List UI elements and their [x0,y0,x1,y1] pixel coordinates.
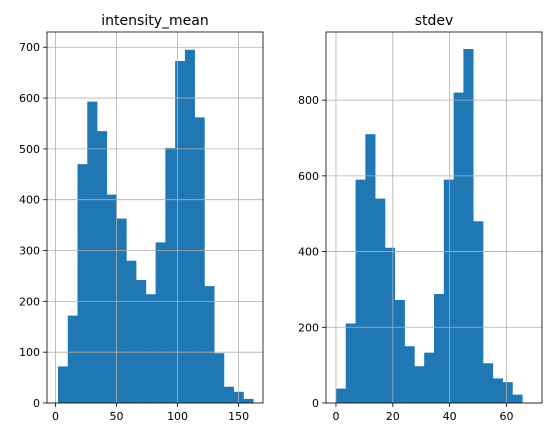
stdev-y-tick-label: 200 [298,321,319,334]
stdev-bar [502,382,513,403]
stdev-y-tick-label: 400 [298,246,319,259]
stdev-bar [404,346,415,403]
stdev-bar [375,198,386,403]
stdev-bar [434,293,445,403]
intensity-mean-bar [243,398,254,403]
stdev-x-tick-label: 20 [386,410,400,423]
stdev-x-tick-label: 40 [443,410,457,423]
intensity-mean-y-tick-label: 0 [33,397,40,410]
stdev-bar [424,352,435,403]
stdev-bar [453,92,464,404]
intensity-mean-bar [175,60,186,403]
intensity-mean-y-tick-label: 700 [19,41,40,54]
stdev-x-tick-label: 60 [499,410,513,423]
intensity-mean-x-tick-label: 50 [110,410,124,423]
intensity-mean-bar [155,242,166,403]
stdev-bar [365,134,376,403]
stdev-y-tick-label: 600 [298,170,319,183]
intensity-mean-histogram-panel: 0 50 100 150 0 100 200 300 400 500 600 700 intensity… [19,13,264,423]
intensity-mean-bar [87,101,98,403]
stdev-bar [345,323,356,403]
stdev-bar [384,247,396,403]
intensity-mean-bar [184,49,195,404]
intensity-mean-x-tick-label: 100 [167,410,188,423]
stdev-bar [492,378,503,403]
intensity-mean-bar [145,294,156,403]
stdev-y-tick-label: 0 [312,397,319,410]
intensity-mean-y-tick-label: 400 [19,194,40,207]
stdev-bar [394,300,405,403]
stdev-bar [355,179,366,403]
intensity-mean-axes-frame [46,31,264,404]
intensity-mean-bar [165,147,176,403]
intensity-mean-bar [126,260,137,403]
intensity-mean-x-tick-label: 0 [52,410,59,423]
intensity-mean-bar [67,315,78,403]
stdev-bar [443,179,454,403]
stdev-bar [473,221,484,403]
intensity-mean-bar [57,366,69,403]
intensity-mean-bar [194,117,205,403]
stdev-bar [414,366,425,403]
intensity-mean-y-tick-label: 500 [19,143,40,156]
intensity-mean-chart-title: intensity_mean [101,13,208,29]
stdev-bar [483,363,494,403]
intensity-mean-bar [223,386,235,403]
intensity-mean-y-tick-label: 100 [19,346,40,359]
stdev-chart-title: stdev [415,13,454,29]
intensity-mean-y-tick-label: 300 [19,245,40,258]
intensity-mean-bar [97,131,108,404]
intensity-mean-y-tick-label: 200 [19,295,40,308]
stdev-bar [463,49,474,404]
intensity-mean-bar [136,280,147,403]
intensity-mean-x-tick-label: 150 [228,410,249,423]
intensity-mean-bar [77,164,88,403]
intensity-mean-bar [116,218,127,403]
stdev-y-tick-label: 800 [298,94,319,107]
stdev-axes-frame [325,31,543,404]
stdev-bar [512,394,523,403]
intensity-mean-bar [214,353,225,403]
stdev-x-tick-label: 0 [332,410,339,423]
intensity-mean-bar [204,286,215,403]
intensity-mean-y-tick-label: 600 [19,92,40,105]
intensity-mean-bar [106,194,117,403]
stdev-bar [335,388,347,403]
